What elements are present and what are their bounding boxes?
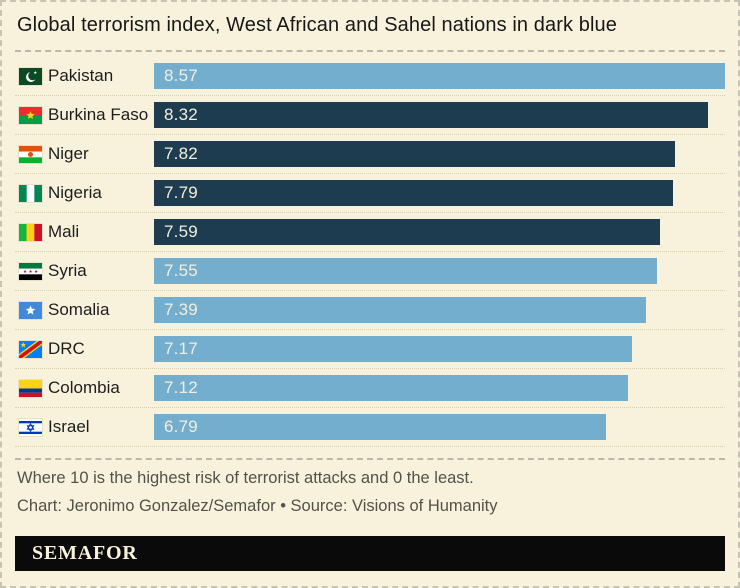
chart-row-colombia: Colombia 7.12 (15, 369, 725, 408)
flag-pakistan-icon (19, 67, 42, 85)
chart-note: Where 10 is the highest risk of terroris… (17, 469, 474, 487)
country-label: Syria (48, 261, 87, 280)
chart-row-somalia: Somalia 7.39 (15, 291, 725, 330)
flag-mali-icon (19, 223, 42, 241)
country-label: Colombia (48, 378, 120, 397)
flag-nigeria-icon (19, 184, 42, 202)
country-label: Somalia (48, 300, 110, 319)
flag-israel-icon (19, 418, 42, 436)
bar-track: 6.79 (154, 414, 725, 440)
country-label: Pakistan (48, 66, 114, 85)
bar-track: 7.82 (154, 141, 725, 167)
bar-track: 7.55 (154, 258, 725, 284)
bar-nigeria: 7.79 (154, 180, 674, 206)
flag-colombia-icon (19, 379, 42, 397)
bar-chart: Pakistan 8.57 Burkina Faso 8.32 Niger 7.82 Nig… (15, 57, 725, 447)
bar-value: 6.79 (164, 417, 198, 436)
chart-row-pakistan: Pakistan 8.57 (15, 57, 725, 96)
bar-somalia: 7.39 (154, 297, 647, 323)
bar-israel: 6.79 (154, 414, 607, 440)
bar-value: 7.79 (164, 183, 198, 202)
semafor-logo-bar: SEMAFOR (15, 536, 725, 571)
semafor-wordmark: SEMAFOR (32, 542, 138, 564)
flag-burkina-faso-icon (19, 106, 42, 124)
bar-niger: 7.82 (154, 141, 676, 167)
bar-track: 7.17 (154, 336, 725, 362)
bar-value: 7.12 (164, 378, 198, 397)
bar-value: 8.32 (164, 105, 198, 124)
bar-drc: 7.17 (154, 336, 632, 362)
flag-niger-icon (19, 145, 42, 163)
chart-row-mali: Mali 7.59 (15, 213, 725, 252)
country-label: Burkina Faso (48, 105, 149, 124)
chart-row-syria: Syria 7.55 (15, 252, 725, 291)
bar-value: 7.39 (164, 300, 198, 319)
country-label: Mali (48, 222, 80, 241)
flag-somalia-icon (19, 301, 42, 319)
country-label: Nigeria (48, 183, 102, 202)
bar-colombia: 7.12 (154, 375, 629, 401)
bar-burkina-faso: 8.32 (154, 102, 709, 128)
bar-value: 7.55 (164, 261, 198, 280)
bar-mali: 7.59 (154, 219, 660, 245)
bar-value: 7.17 (164, 339, 198, 358)
title-divider (15, 50, 725, 52)
bar-value: 8.57 (164, 66, 198, 85)
country-label: DRC (48, 339, 85, 358)
country-label: Niger (48, 144, 89, 163)
bar-value: 7.82 (164, 144, 198, 163)
bar-track: 7.79 (154, 180, 725, 206)
flag-syria-icon (19, 262, 42, 280)
chart-row-israel: Israel 6.79 (15, 408, 725, 447)
chart-row-nigeria: Nigeria 7.79 (15, 174, 725, 213)
flag-drc-icon (19, 340, 42, 358)
chart-row-niger: Niger 7.82 (15, 135, 725, 174)
country-label: Israel (48, 417, 90, 436)
chart-title: Global terrorism index, West African and… (17, 14, 617, 36)
bar-track: 8.32 (154, 102, 725, 128)
bar-track: 8.57 (154, 63, 725, 89)
bar-syria: 7.55 (154, 258, 658, 284)
chart-credit: Chart: Jeronimo Gonzalez/Semafor • Sourc… (17, 497, 498, 515)
chart-row-burkina-faso: Burkina Faso 8.32 (15, 96, 725, 135)
bar-track: 7.39 (154, 297, 725, 323)
bar-value: 7.59 (164, 222, 198, 241)
footer-divider (15, 458, 725, 460)
bar-track: 7.12 (154, 375, 725, 401)
bar-pakistan: 8.57 (154, 63, 725, 89)
chart-row-drc: DRC 7.17 (15, 330, 725, 369)
bar-track: 7.59 (154, 219, 725, 245)
